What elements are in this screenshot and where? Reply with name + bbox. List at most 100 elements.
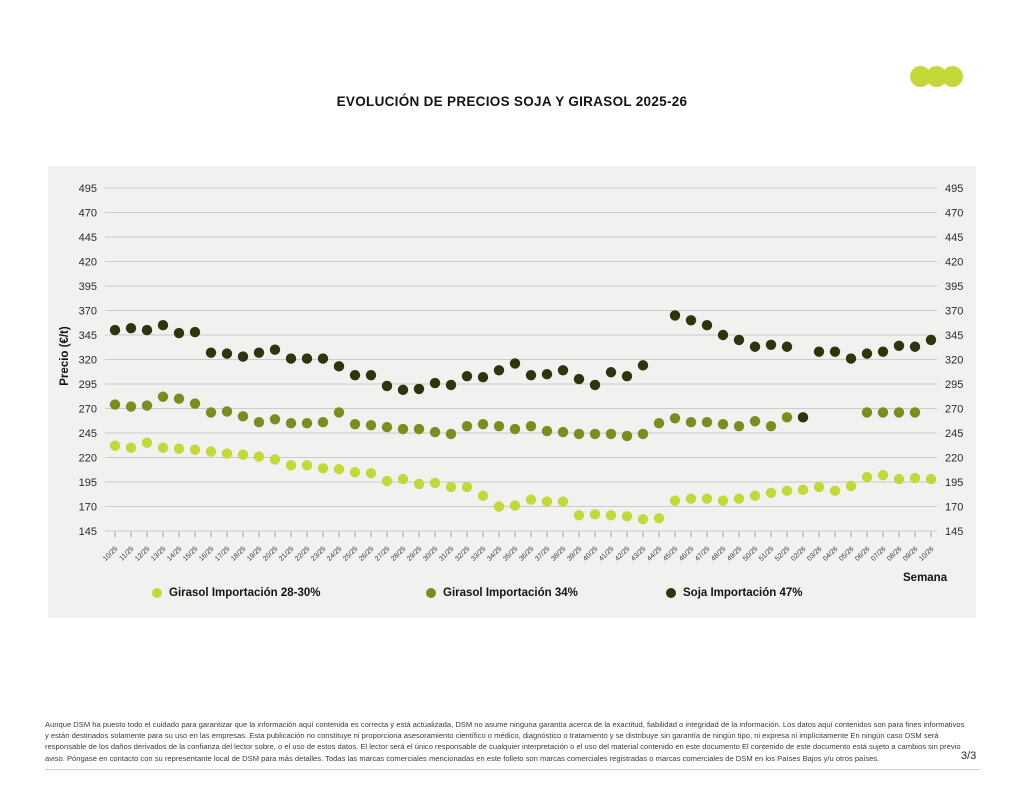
svg-text:28/25: 28/25 (390, 545, 407, 562)
svg-text:295: 295 (945, 379, 963, 391)
legend-swatch-girasol-28-30 (152, 588, 162, 598)
svg-text:06/26: 06/26 (854, 545, 871, 562)
svg-text:43/25: 43/25 (630, 545, 647, 562)
svg-text:03/26: 03/26 (806, 545, 823, 562)
svg-text:10/26: 10/26 (918, 545, 935, 562)
svg-text:170: 170 (945, 502, 963, 514)
svg-text:25/25: 25/25 (342, 545, 359, 562)
footer-disclaimer: Aunque DSM ha puesto todo el cuidado par… (45, 719, 965, 763)
svg-text:220: 220 (945, 453, 963, 465)
svg-text:170: 170 (79, 502, 97, 514)
svg-text:35/25: 35/25 (502, 545, 519, 562)
svg-text:17/25: 17/25 (214, 545, 231, 562)
logo-dot-icon (926, 66, 947, 87)
svg-text:16/25: 16/25 (198, 545, 215, 562)
svg-text:39/25: 39/25 (566, 545, 583, 562)
svg-text:48/25: 48/25 (710, 545, 727, 562)
price-chart-plot: 145 145 170 170 195 195 220 220 245 245 270 270 295 2… (79, 183, 964, 563)
svg-text:05/26: 05/26 (838, 545, 855, 562)
legend-label: Girasol Importación 34% (443, 587, 578, 599)
svg-text:320: 320 (79, 355, 97, 367)
svg-text:495: 495 (79, 183, 97, 195)
svg-text:420: 420 (79, 257, 97, 269)
svg-text:33/25: 33/25 (470, 545, 487, 562)
legend-item-soja-47: Soja Importación 47% (666, 587, 803, 599)
svg-text:04/26: 04/26 (822, 545, 839, 562)
svg-text:22/25: 22/25 (294, 545, 311, 562)
svg-text:270: 270 (945, 404, 963, 416)
legend-swatch-soja-47 (666, 588, 676, 598)
dsm-logo (910, 66, 963, 87)
svg-text:18/25: 18/25 (230, 545, 247, 562)
svg-text:20/25: 20/25 (262, 545, 279, 562)
footer-divider (45, 769, 980, 770)
svg-text:320: 320 (945, 355, 963, 367)
svg-text:14/25: 14/25 (166, 545, 183, 562)
svg-text:11/25: 11/25 (118, 545, 135, 562)
legend-label: Soja Importación 47% (683, 587, 803, 599)
legend-swatch-girasol-34 (426, 588, 436, 598)
svg-text:41/25: 41/25 (598, 545, 615, 562)
svg-text:42/25: 42/25 (614, 545, 631, 562)
svg-text:21/25: 21/25 (278, 545, 295, 562)
svg-text:23/25: 23/25 (310, 545, 327, 562)
logo-dot-icon (942, 66, 963, 87)
logo-dot-icon (910, 66, 931, 87)
svg-text:395: 395 (79, 281, 97, 293)
svg-text:145: 145 (945, 526, 963, 538)
svg-text:245: 245 (79, 428, 97, 440)
svg-text:44/25: 44/25 (646, 545, 663, 562)
svg-text:34/25: 34/25 (486, 545, 503, 562)
svg-text:220: 220 (79, 453, 97, 465)
svg-text:52/25: 52/25 (774, 545, 791, 562)
svg-text:37/25: 37/25 (534, 545, 551, 562)
svg-text:08/26: 08/26 (886, 545, 903, 562)
svg-text:49/25: 49/25 (726, 545, 743, 562)
legend-item-girasol-28-30: Girasol Importación 28-30% (152, 587, 320, 599)
svg-text:19/25: 19/25 (246, 545, 263, 562)
svg-text:29/25: 29/25 (406, 545, 423, 562)
svg-text:51/25: 51/25 (758, 545, 775, 562)
y-axis-title: Precio (€/t) (59, 326, 71, 386)
svg-text:31/25: 31/25 (438, 545, 455, 562)
svg-text:195: 195 (79, 477, 97, 489)
svg-text:15/25: 15/25 (182, 545, 199, 562)
svg-text:245: 245 (945, 428, 963, 440)
svg-text:295: 295 (79, 379, 97, 391)
svg-text:445: 445 (945, 232, 963, 244)
svg-text:26/25: 26/25 (358, 545, 375, 562)
page-number: 3/3 (961, 750, 977, 762)
svg-text:45/25: 45/25 (662, 545, 679, 562)
svg-text:370: 370 (79, 306, 97, 318)
svg-text:12/25: 12/25 (134, 545, 151, 562)
svg-text:07/26: 07/26 (870, 545, 887, 562)
legend-label: Girasol Importación 28-30% (169, 587, 321, 599)
svg-text:50/25: 50/25 (742, 545, 759, 562)
svg-text:345: 345 (79, 330, 97, 342)
svg-text:195: 195 (945, 477, 963, 489)
svg-text:24/25: 24/25 (326, 545, 343, 562)
page-title: EVOLUCIÓN DE PRECIOS SOJA Y GIRASOL 2025… (336, 94, 688, 109)
svg-text:145: 145 (79, 526, 97, 538)
svg-text:395: 395 (945, 281, 963, 293)
svg-text:345: 345 (945, 330, 963, 342)
svg-text:40/25: 40/25 (582, 545, 599, 562)
svg-text:38/25: 38/25 (550, 545, 567, 562)
svg-text:270: 270 (79, 404, 97, 416)
svg-text:445: 445 (79, 232, 97, 244)
svg-text:27/25: 27/25 (374, 545, 391, 562)
svg-text:36/25: 36/25 (518, 545, 535, 562)
svg-text:10/25: 10/25 (102, 545, 119, 562)
svg-text:46/25: 46/25 (678, 545, 695, 562)
price-chart-panel: 145 145 170 170 195 195 220 220 245 245 270 270 295 2… (48, 166, 976, 618)
svg-text:420: 420 (945, 257, 963, 269)
svg-text:47/25: 47/25 (694, 545, 711, 562)
x-axis-title: Semana (903, 572, 948, 584)
svg-text:30/25: 30/25 (422, 545, 439, 562)
legend-item-girasol-34: Girasol Importación 34% (426, 587, 578, 599)
svg-text:370: 370 (945, 306, 963, 318)
svg-text:09/26: 09/26 (902, 545, 919, 562)
svg-text:470: 470 (79, 208, 97, 220)
svg-text:470: 470 (945, 208, 963, 220)
